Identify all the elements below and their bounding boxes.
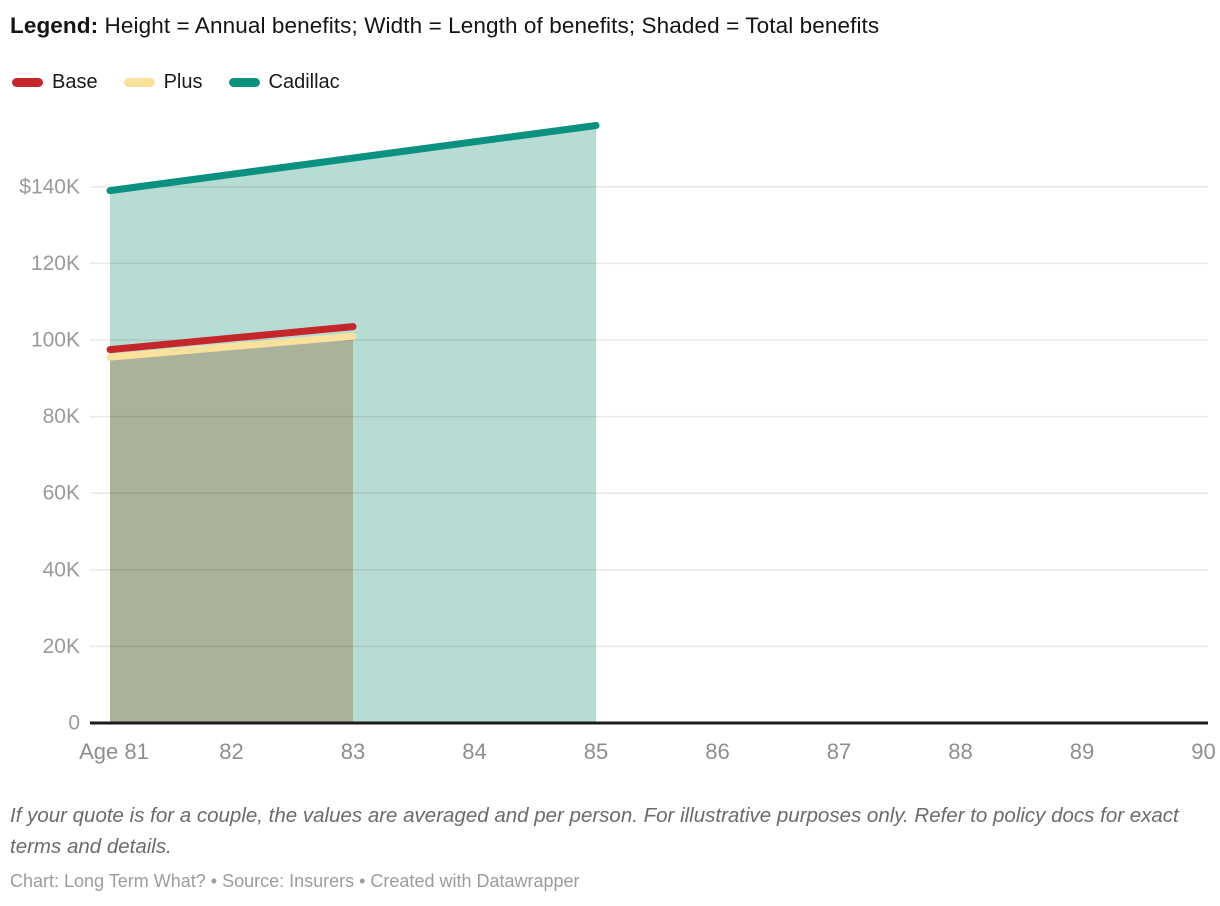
legend-label-cadillac: Cadillac	[268, 71, 340, 93]
cadillac-swatch-icon	[228, 78, 260, 87]
x-tick-label-83: 83	[341, 739, 365, 764]
base-line	[106, 323, 357, 354]
y-tick-label-0: 0	[68, 712, 80, 735]
x-tick-label-90: 90	[1191, 739, 1215, 764]
x-tick-label-87: 87	[827, 739, 851, 764]
x-tick-label-82: 82	[219, 739, 243, 764]
legend-item-plus: Plus	[123, 71, 203, 94]
x-tick-label-81: Age 81	[79, 739, 149, 764]
plus-swatch-icon	[123, 78, 155, 87]
y-tick-label-80000: 80K	[43, 405, 80, 428]
base-plus-total-benefits-area	[110, 336, 353, 723]
legend-label-base: Base	[52, 71, 98, 93]
x-tick-label-88: 88	[948, 739, 972, 764]
benefits-area-chart: 0 20K 40K 60K 80K 100K 120K $140K Age 81 82 83 84 85…	[19, 122, 1216, 764]
legend-title-bold: Legend:	[10, 13, 99, 38]
y-tick-label-40000: 40K	[43, 558, 80, 581]
x-tick-label-84: 84	[462, 739, 486, 764]
x-tick-label-89: 89	[1070, 739, 1094, 764]
chart-legend: Base Plus Cadillac	[12, 71, 340, 94]
y-tick-label-20000: 20K	[43, 635, 80, 658]
x-tick-label-85: 85	[584, 739, 608, 764]
y-tick-label-60000: 60K	[43, 482, 80, 505]
plus-line	[106, 332, 357, 361]
chart-svg: 0 20K 40K 60K 80K 100K 120K $140K Age 81 82 83 84 85…	[19, 122, 1216, 764]
footnote: If your quote is for a couple, the value…	[10, 804, 1179, 858]
y-tick-label-100000: 100K	[31, 329, 80, 352]
credit-line: Chart: Long Term What? • Source: Insurer…	[10, 871, 580, 891]
chart-legend-title: Legend: Height = Annual benefits; Width …	[10, 13, 879, 39]
legend-title-rest: Height = Annual benefits; Width = Length…	[98, 13, 880, 38]
y-tick-label-120000: 120K	[31, 252, 80, 275]
x-tick-label-86: 86	[705, 739, 729, 764]
legend-item-cadillac: Cadillac	[228, 71, 340, 94]
base-swatch-icon	[12, 78, 43, 87]
legend-label-plus: Plus	[163, 71, 203, 93]
legend-item-base: Base	[12, 71, 98, 94]
cadillac-line	[106, 122, 600, 195]
y-tick-label-140000: $140K	[19, 175, 80, 198]
